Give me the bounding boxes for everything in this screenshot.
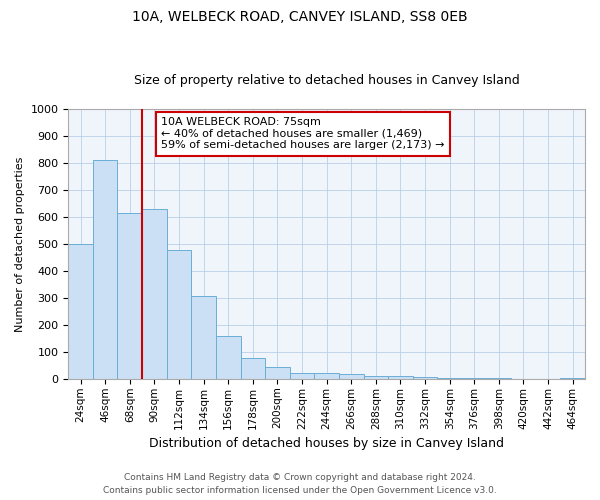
Bar [339, 374, 364, 379]
Bar [265, 368, 290, 379]
Bar [314, 373, 339, 379]
Bar [241, 358, 265, 379]
Bar [68, 244, 93, 379]
Text: Contains HM Land Registry data © Crown copyright and database right 2024.
Contai: Contains HM Land Registry data © Crown c… [103, 474, 497, 495]
Bar [364, 376, 388, 379]
Bar [560, 378, 585, 379]
Bar [437, 378, 462, 379]
Bar [388, 376, 413, 379]
Bar [191, 296, 216, 379]
Bar [142, 209, 167, 379]
Text: 10A, WELBECK ROAD, CANVEY ISLAND, SS8 0EB: 10A, WELBECK ROAD, CANVEY ISLAND, SS8 0E… [132, 10, 468, 24]
Bar [216, 336, 241, 379]
Bar [290, 373, 314, 379]
Bar [167, 250, 191, 379]
Bar [413, 377, 437, 379]
Bar [118, 213, 142, 379]
Y-axis label: Number of detached properties: Number of detached properties [15, 156, 25, 332]
X-axis label: Distribution of detached houses by size in Canvey Island: Distribution of detached houses by size … [149, 437, 504, 450]
Bar [462, 378, 487, 379]
Bar [93, 160, 118, 379]
Title: Size of property relative to detached houses in Canvey Island: Size of property relative to detached ho… [134, 74, 520, 87]
Text: 10A WELBECK ROAD: 75sqm
← 40% of detached houses are smaller (1,469)
59% of semi: 10A WELBECK ROAD: 75sqm ← 40% of detache… [161, 117, 445, 150]
Bar [487, 378, 511, 379]
